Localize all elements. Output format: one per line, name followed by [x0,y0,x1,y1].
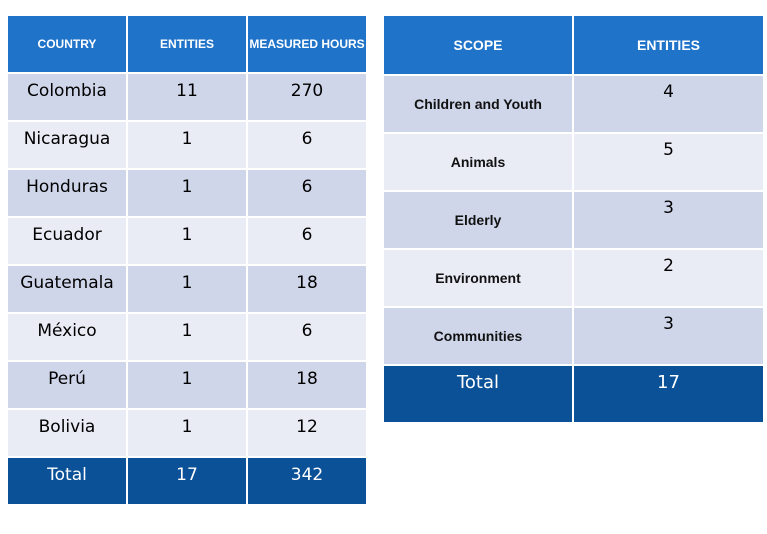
table-row: Ecuador 1 6 [6,216,368,266]
entities-cell: 2 [572,248,765,308]
entities-cell: 11 [126,72,248,122]
entities-cell: 1 [126,264,248,314]
table-row: México 1 6 [6,312,368,362]
entities-cell: 1 [126,408,248,458]
entities-cell: 5 [572,132,765,192]
entities-cell: 1 [126,360,248,410]
country-cell: Colombia [6,72,128,122]
country-cell: Honduras [6,168,128,218]
total-row: Total 17 342 [6,456,368,506]
country-cell: Ecuador [6,216,128,266]
entities-cell: 1 [126,168,248,218]
hours-cell: 6 [246,120,368,170]
measured-hours-column-header: MEASURED HOURS [246,14,368,74]
country-cell: México [6,312,128,362]
total-entities: 17 [126,456,248,506]
total-row: Total 17 [382,364,765,424]
total-entities: 17 [572,364,765,424]
hours-cell: 18 [246,360,368,410]
total-label: Total [382,364,574,424]
entities-cell: 1 [126,216,248,266]
total-hours: 342 [246,456,368,506]
scope-cell: Environment [382,248,574,308]
entities-cell: 3 [572,306,765,366]
country-table-header-row: COUNTRY ENTITIES MEASURED HOURS [6,14,368,74]
hours-cell: 6 [246,312,368,362]
hours-cell: 12 [246,408,368,458]
table-row: Guatemala 1 18 [6,264,368,314]
total-label: Total [6,456,128,506]
country-cell: Guatemala [6,264,128,314]
entities-column-header: ENTITIES [572,14,765,76]
country-cell: Perú [6,360,128,410]
country-column-header: COUNTRY [6,14,128,74]
entities-column-header: ENTITIES [126,14,248,74]
entities-cell: 3 [572,190,765,250]
table-row: Perú 1 18 [6,360,368,410]
table-row: Animals 5 [382,132,765,192]
scope-cell: Animals [382,132,574,192]
table-row: Communities 3 [382,306,765,366]
scope-table-header-row: SCOPE ENTITIES [382,14,765,76]
entities-cell: 1 [126,312,248,362]
country-cell: Nicaragua [6,120,128,170]
table-row: Honduras 1 6 [6,168,368,218]
table-row: Children and Youth 4 [382,74,765,134]
scope-column-header: SCOPE [382,14,574,76]
entities-cell: 1 [126,120,248,170]
table-row: Colombia 11 270 [6,72,368,122]
hours-cell: 18 [246,264,368,314]
hours-cell: 270 [246,72,368,122]
scope-cell: Elderly [382,190,574,250]
table-row: Elderly 3 [382,190,765,250]
entities-cell: 4 [572,74,765,134]
hours-cell: 6 [246,216,368,266]
country-entities-table: COUNTRY ENTITIES MEASURED HOURS Colombia… [6,14,368,506]
hours-cell: 6 [246,168,368,218]
scope-cell: Communities [382,306,574,366]
table-row: Nicaragua 1 6 [6,120,368,170]
country-cell: Bolivia [6,408,128,458]
table-row: Bolivia 1 12 [6,408,368,458]
scope-entities-table: SCOPE ENTITIES Children and Youth 4 Anim… [382,14,765,424]
table-row: Environment 2 [382,248,765,308]
scope-cell: Children and Youth [382,74,574,134]
